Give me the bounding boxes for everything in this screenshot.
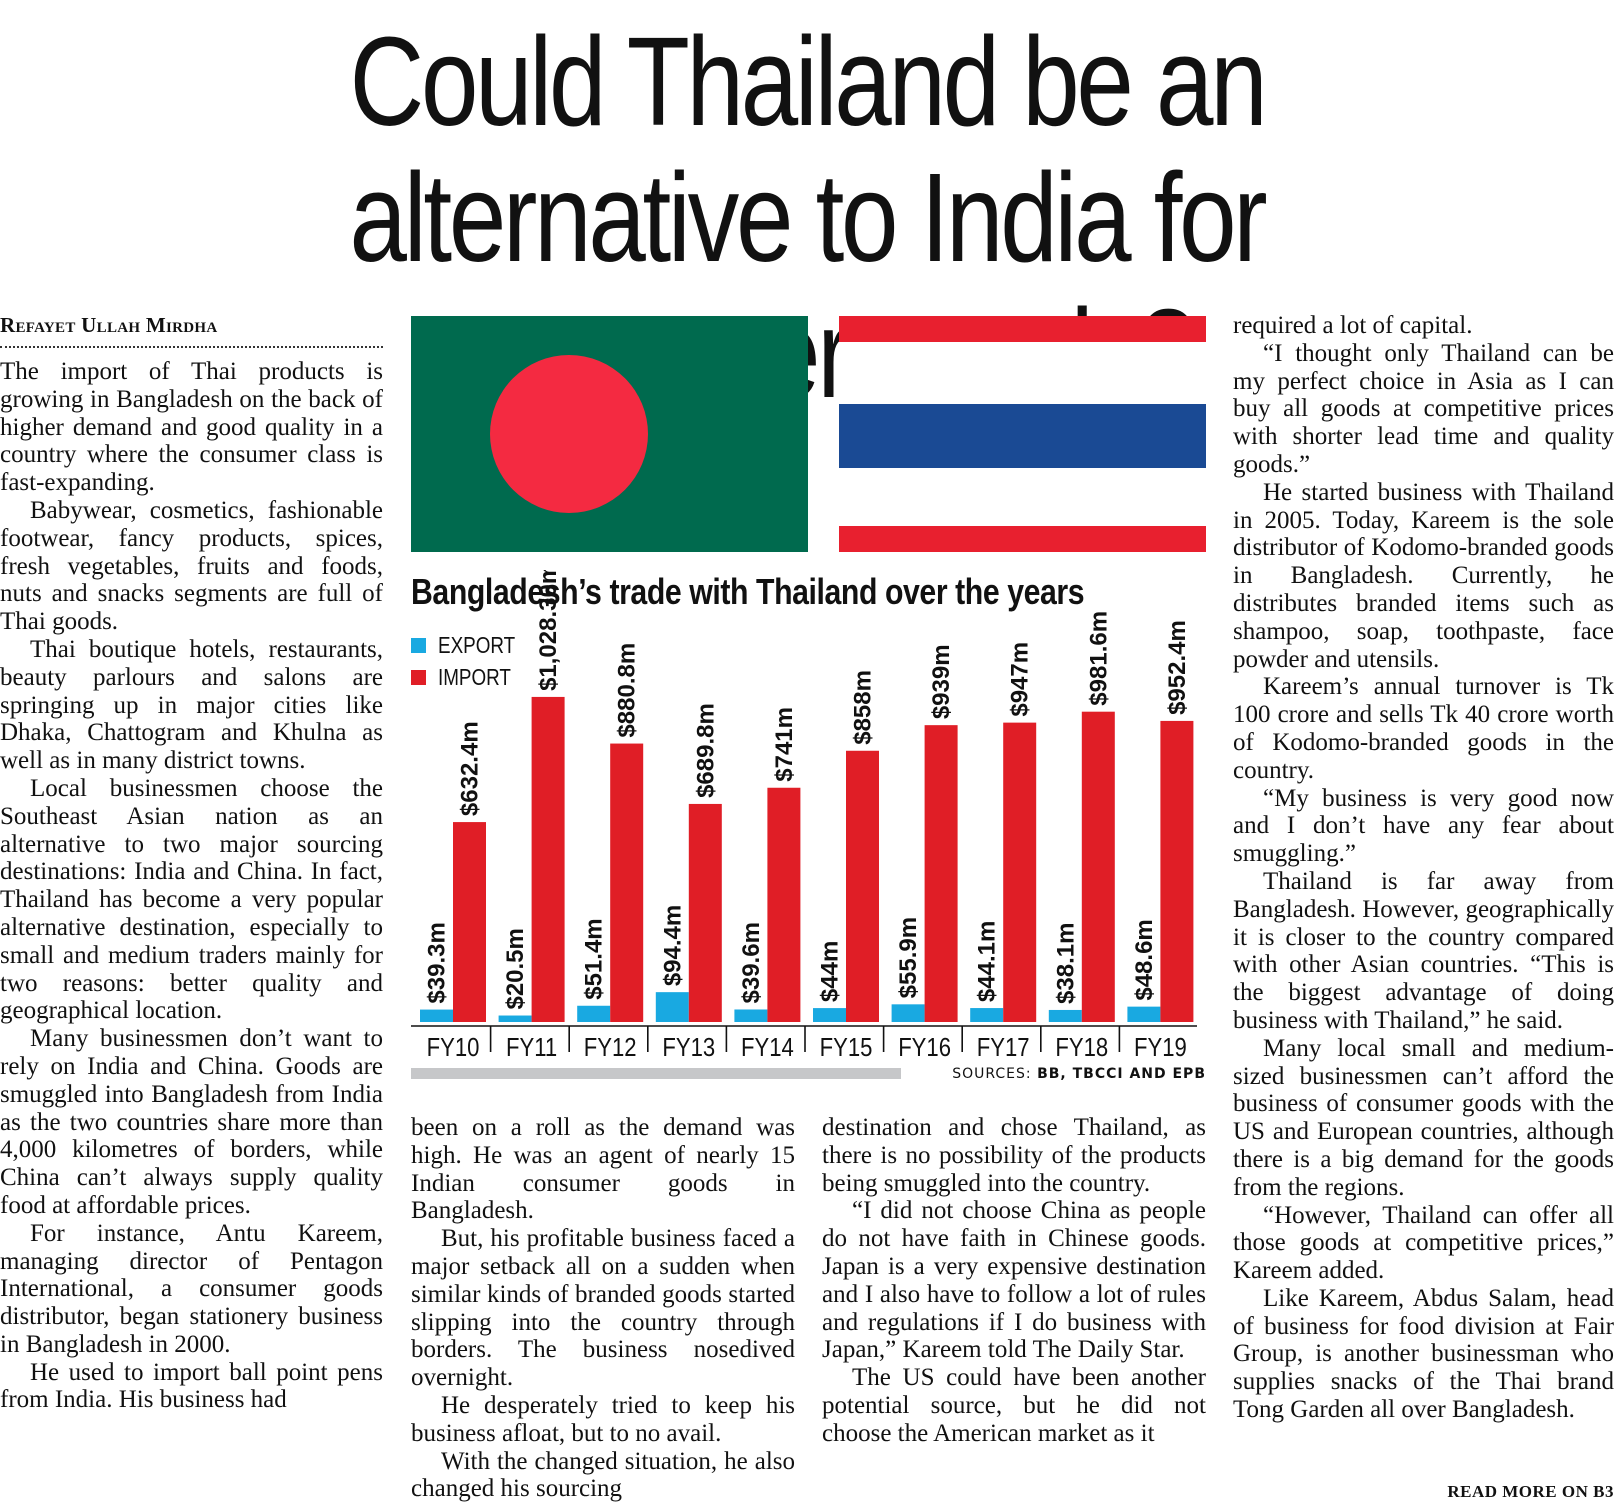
bar-import xyxy=(1081,711,1115,1022)
article-paragraph: He used to import ball point pens from I… xyxy=(0,1358,383,1414)
legend-label-export: EXPORT xyxy=(438,633,515,658)
flags-illustration xyxy=(411,316,1206,552)
article-paragraph: “I thought only Thailand can be my perfe… xyxy=(1233,339,1614,478)
data-label-import: $632.4m xyxy=(457,721,484,816)
bar-export xyxy=(734,1009,768,1022)
article-paragraph: “My business is very good now and I don’… xyxy=(1233,784,1614,868)
data-label-import: $952.4m xyxy=(1164,620,1191,715)
article-paragraph: The import of Thai products is growing i… xyxy=(0,358,383,497)
bar-import xyxy=(688,803,722,1022)
byline-divider xyxy=(0,338,383,348)
article-paragraph: For instance, Antu Kareem, managing dire… xyxy=(0,1219,383,1358)
x-tick-label: FY19 xyxy=(1134,1033,1187,1062)
bar-export xyxy=(577,1005,611,1022)
bar-export xyxy=(970,1008,1004,1022)
chart-title: Bangladesh’s trade with Thailand over th… xyxy=(411,571,1085,612)
bar-export xyxy=(1048,1009,1082,1022)
data-label-export: $48.6m xyxy=(1131,919,1158,1000)
bar-import xyxy=(846,750,879,1022)
x-tick-label: FY11 xyxy=(506,1033,557,1062)
article-paragraph: Kareem’s annual turnover is Tk 100 crore… xyxy=(1233,673,1614,784)
bar-export xyxy=(498,1015,532,1022)
chart-footer-bar xyxy=(411,1068,901,1079)
x-tick-label: FY10 xyxy=(427,1033,480,1062)
article-column-4: required a lot of capital. “I thought onl… xyxy=(1233,312,1614,1424)
data-label-import: $939m xyxy=(928,644,955,719)
thailand-flag xyxy=(839,316,1206,552)
data-label-import: $858m xyxy=(850,670,877,745)
trade-chart: Bangladesh’s trade with Thailand over th… xyxy=(411,563,1206,1090)
article-paragraph: “I did not choose China as people do not… xyxy=(822,1197,1206,1364)
read-more-link[interactable]: READ MORE ON B3 xyxy=(1447,1482,1614,1501)
x-tick-label: FY17 xyxy=(977,1033,1030,1062)
bar-export xyxy=(655,992,689,1022)
bar-import xyxy=(767,787,801,1022)
data-label-import: $981.6m xyxy=(1085,611,1112,706)
x-tick-label: FY15 xyxy=(820,1033,873,1062)
legend-label-import: IMPORT xyxy=(438,665,511,690)
article-paragraph: Thailand is far away from Bangladesh. Ho… xyxy=(1233,867,1614,1034)
bangladesh-flag xyxy=(411,316,808,552)
chart-sources: SOURCES: BB, TBCCI AND EPB xyxy=(952,1066,1206,1082)
data-label-import: $947m xyxy=(1007,642,1034,717)
x-tick-label: FY18 xyxy=(1055,1033,1108,1062)
chart-plot: EXPORT IMPORT $39.3m $632.4m FY10 $20.5m $1,02… xyxy=(411,563,1197,1079)
article-paragraph: Many local small and medium-sized busine… xyxy=(1233,1034,1614,1201)
x-tick-label: FY16 xyxy=(898,1033,951,1062)
data-label-export: $20.5m xyxy=(502,928,529,1009)
bar-import xyxy=(610,743,644,1022)
article-column-1: Refayet Ullah Mirdha The import of Thai … xyxy=(0,312,383,1414)
bar-import xyxy=(1003,722,1037,1022)
data-label-import: $1,028.30m xyxy=(535,570,562,691)
sources-label: SOURCES: xyxy=(952,1066,1032,1082)
x-tick-label: FY13 xyxy=(662,1033,715,1062)
article-paragraph: He started business with Thailand in 200… xyxy=(1233,478,1614,673)
article-paragraph: With the changed situation, he also chan… xyxy=(411,1447,795,1503)
data-label-export: $39.6m xyxy=(738,922,765,1003)
article-column-3: destination and chose Thailand, as there… xyxy=(822,1114,1206,1448)
article-paragraph: But, his profitable business faced a maj… xyxy=(411,1225,795,1392)
article-paragraph: Local businessmen choose the Southeast A… xyxy=(0,774,383,1025)
article-paragraph: Babywear, cosmetics, fashionable footwea… xyxy=(0,496,383,636)
data-label-import: $880.8m xyxy=(614,643,641,738)
article-paragraph: “However, Thailand can offer all those g… xyxy=(1233,1201,1614,1285)
article-paragraph: destination and chose Thailand, as there… xyxy=(822,1114,1206,1197)
bar-export xyxy=(420,1009,453,1022)
article-paragraph: He desperately tried to keep his busines… xyxy=(411,1391,795,1447)
bar-export xyxy=(891,1004,925,1022)
article-paragraph: Like Kareem, Abdus Salam, head of busine… xyxy=(1233,1284,1614,1424)
data-label-export: $38.1m xyxy=(1052,923,1079,1004)
legend-swatch-import xyxy=(411,670,426,685)
bar-import xyxy=(1160,720,1194,1022)
article-paragraph: Thai boutique hotels, restaurants, beaut… xyxy=(0,635,383,775)
bar-export xyxy=(1127,1006,1161,1022)
data-label-export: $94.4m xyxy=(659,905,686,986)
data-label-export: $39.3m xyxy=(424,922,451,1003)
article-paragraph: required a lot of capital. xyxy=(1233,312,1473,339)
data-label-export: $55.9m xyxy=(895,917,922,998)
article-paragraph: Many businessmen don’t want to rely on I… xyxy=(0,1025,383,1219)
data-label-export: $44.1m xyxy=(974,921,1001,1002)
bar-import xyxy=(924,725,958,1022)
data-label-import: $741m xyxy=(771,707,798,782)
article-column-2: been on a roll as the demand was high. H… xyxy=(411,1114,795,1503)
bar-import xyxy=(453,822,486,1022)
x-tick-label: FY14 xyxy=(741,1033,794,1062)
bar-export xyxy=(813,1008,846,1022)
bar-import xyxy=(531,696,565,1022)
data-label-export: $51.4m xyxy=(581,918,608,999)
legend-swatch-export xyxy=(411,638,426,653)
byline: Refayet Ullah Mirdha xyxy=(0,313,218,337)
sources-text: BB, TBCCI AND EPB xyxy=(1037,1066,1206,1082)
article-paragraph: been on a roll as the demand was high. H… xyxy=(411,1114,795,1225)
data-label-export: $44m xyxy=(817,941,844,1002)
article-paragraph: The US could have been another potential… xyxy=(822,1364,1206,1447)
data-label-import: $689.8m xyxy=(692,703,719,798)
x-tick-label: FY12 xyxy=(584,1033,637,1062)
